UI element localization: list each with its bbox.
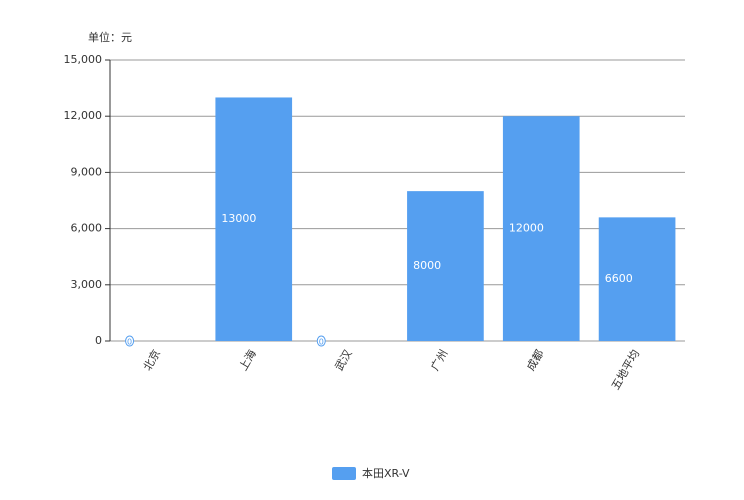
data-label: 6600 <box>605 272 633 285</box>
bar <box>502 116 580 341</box>
data-label: 12000 <box>509 222 544 235</box>
y-tick-label: 12,000 <box>64 109 103 122</box>
y-tick-label: 3,000 <box>71 278 103 291</box>
x-tick-label: 北京 <box>140 347 163 373</box>
x-tick-label: 成都 <box>524 348 546 374</box>
bar <box>598 217 676 341</box>
y-tick-label: 0 <box>95 334 102 347</box>
x-tick-label: 五地平均 <box>609 348 642 393</box>
bar <box>407 191 484 341</box>
x-tick-label: 上海 <box>236 347 259 373</box>
data-label: 0 <box>319 338 324 347</box>
data-label: 0 <box>127 338 132 347</box>
legend-label: 本田XR-V <box>362 466 410 480</box>
x-tick-label: 武汉 <box>333 348 355 374</box>
y-axis-label: 单位：元 <box>88 30 132 44</box>
data-label: 13000 <box>221 212 256 225</box>
zero-label-bg <box>125 335 135 347</box>
legend-swatch <box>332 467 356 480</box>
data-label: 8000 <box>413 259 441 272</box>
y-tick-label: 6,000 <box>71 222 103 235</box>
x-tick-label: 广州 <box>428 348 450 374</box>
y-tick-label: 15,000 <box>64 53 103 66</box>
zero-label-bg <box>316 335 326 347</box>
y-tick-label: 9,000 <box>71 165 103 178</box>
bar <box>215 97 293 341</box>
